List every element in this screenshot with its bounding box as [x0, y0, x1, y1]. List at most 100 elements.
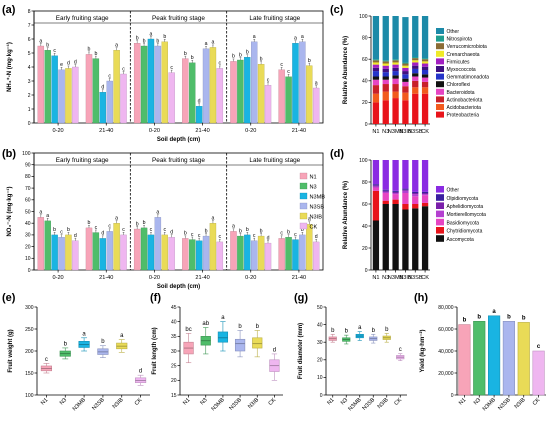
stack-segment: [392, 59, 399, 61]
stack-segment: [372, 64, 380, 68]
panel-label: (e): [2, 292, 16, 304]
x-tick-label: N3SB: [362, 397, 377, 412]
bar-N1: [458, 324, 471, 396]
panel-g-fruit-diameter-chart: (g) 0 10 20 30 40 50 Fruit diameter (mm) b N1 b N3 a…: [294, 292, 407, 412]
significance-letter: a: [156, 210, 159, 216]
legend-label: N3: [310, 184, 317, 190]
significance-letter: c: [60, 229, 63, 235]
significance-letter: a: [301, 34, 304, 40]
bar-CK: [72, 240, 79, 271]
x-tick-label: N1: [40, 397, 49, 406]
bar-N1: [182, 238, 189, 271]
x-tick-label: N3: [382, 129, 389, 135]
stack-segment: [412, 191, 419, 193]
legend-swatch-N1: [299, 172, 308, 180]
stack-segment: [372, 60, 380, 63]
significance-letter: a: [205, 41, 208, 47]
significance-letter: b: [246, 227, 249, 233]
significance-letter: b: [463, 318, 467, 324]
significance-letter: c: [170, 65, 173, 71]
x-tick-label: CK: [134, 397, 144, 407]
x-tick-label: N1: [458, 397, 467, 406]
significance-letter: b: [136, 36, 139, 42]
stack-segment: [392, 62, 399, 65]
stack-segment: [402, 65, 409, 68]
panel-label: (h): [414, 292, 428, 304]
significance-letter: d: [315, 234, 318, 240]
stack-segment: [412, 76, 419, 81]
axis-y-tick-label: 300: [25, 305, 34, 311]
legend-label: Olpidiomycota: [447, 196, 479, 202]
bar-N3: [92, 58, 100, 124]
stack-segment: [412, 80, 419, 88]
bar-N3IB: [161, 234, 168, 271]
legend-label: Myxococcota: [447, 67, 476, 73]
legend-swatch: [436, 43, 444, 50]
bar-N3: [237, 59, 244, 124]
significance-letter: d: [67, 61, 70, 67]
stack-segment: [412, 93, 419, 124]
significance-letter: c: [108, 224, 111, 230]
significance-letter: c: [198, 233, 201, 239]
stack-segment: [372, 102, 380, 124]
significance-letter: b: [301, 227, 304, 233]
box-N3IB: [252, 337, 263, 349]
axis-y-tick-label: 20: [362, 246, 368, 252]
legend-swatch: [436, 227, 444, 234]
legend-swatch: [436, 35, 444, 42]
stack-segment: [421, 74, 429, 78]
x-tick-label: N3SB: [497, 397, 512, 412]
significance-letter: a: [39, 38, 42, 44]
stack-segment: [412, 196, 419, 204]
significance-letter: b: [345, 329, 349, 335]
significance-letter: b: [46, 43, 49, 49]
bar-N3SB: [58, 237, 65, 271]
stack-segment: [372, 59, 380, 61]
legend-label: CK: [310, 224, 318, 230]
significance-letter: a: [211, 215, 214, 221]
axis-y-tick-label: 20: [362, 100, 368, 106]
legend-label: Crenarchaeota: [447, 52, 480, 58]
bar-N3MB: [292, 43, 299, 124]
stack-segment: [412, 16, 419, 58]
significance-letter: c: [122, 66, 125, 72]
x-tick-label: N1: [372, 129, 379, 135]
legend-swatch: [436, 58, 444, 65]
bar-N3MB: [244, 57, 251, 124]
stack-segment: [421, 81, 429, 88]
significance-letter: b: [331, 328, 335, 334]
bar-N3IB: [65, 68, 72, 124]
axis-y-tick-label: 40: [171, 319, 177, 325]
bar-N3: [189, 239, 196, 271]
stack-segment: [382, 65, 389, 69]
stack-segment: [392, 190, 399, 192]
panel-a-nh4-chart: (a) 0 1 2 3 4 5 6 7 8 NH₄⁺-N (mg·kg⁻¹) Early fruiti…: [2, 4, 324, 143]
x-tick-label: N3IB: [247, 397, 260, 410]
bar-CK: [264, 85, 272, 124]
significance-letter: a: [46, 213, 49, 219]
x-tick-label: N3: [382, 275, 389, 281]
bar-N3: [285, 76, 292, 124]
y-axis-label: Fruit weight (g): [8, 329, 14, 372]
x-tick-label: 0-20: [245, 275, 256, 281]
panel-label: (f): [150, 292, 161, 304]
significance-letter: b: [88, 220, 91, 226]
legend-label: N3IB: [310, 214, 323, 220]
bar-N3MB: [99, 238, 106, 271]
stack-segment: [382, 84, 389, 92]
bar-N3SB: [202, 48, 210, 124]
stack-segment: [392, 193, 399, 195]
significance-letter: c: [399, 347, 402, 353]
bar-N3SB: [299, 234, 306, 271]
stack-segment: [372, 16, 380, 60]
bar-CK: [216, 68, 224, 124]
stack-segment: [392, 60, 399, 63]
x-tick-label: N3IB: [399, 275, 412, 281]
x-tick-label: N1: [182, 397, 191, 406]
stack-segment: [402, 189, 409, 191]
axis-y-tick-label: 8: [28, 9, 31, 15]
stack-segment: [372, 79, 380, 86]
stack-segment: [392, 16, 399, 60]
bar-N3: [237, 235, 244, 271]
